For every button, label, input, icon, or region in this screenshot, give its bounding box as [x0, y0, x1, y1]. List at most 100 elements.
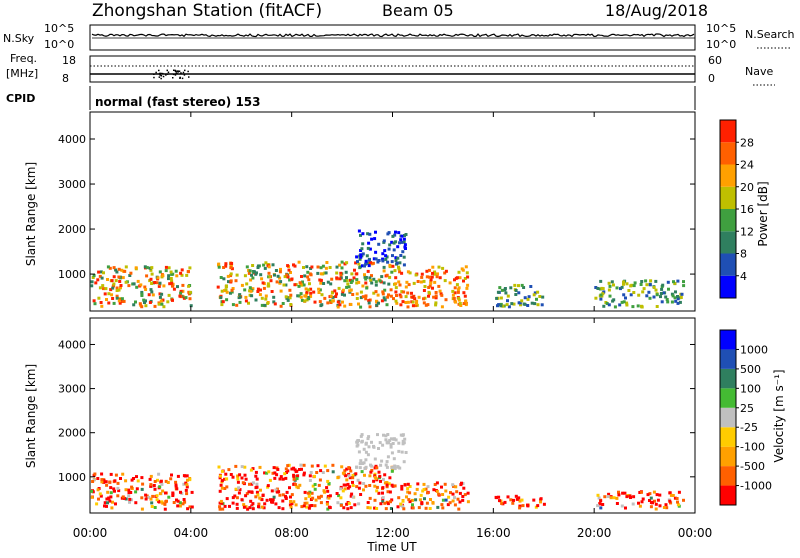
echo-cell [107, 496, 111, 500]
echo-cell [331, 295, 335, 299]
echo-cell [99, 270, 103, 274]
echo-cell [237, 486, 241, 490]
echo-cell [251, 264, 255, 267]
echo-cell [619, 287, 622, 291]
echo-cell [354, 261, 358, 265]
echo-cell [433, 483, 437, 486]
echo-cell [164, 269, 168, 273]
echo-cell [394, 282, 398, 286]
echo-cell [411, 295, 415, 299]
echo-cell [328, 299, 332, 303]
echo-cell [276, 274, 280, 278]
echo-cell [405, 280, 409, 284]
echo-cell [367, 445, 371, 449]
echo-cell [299, 292, 303, 296]
nave-label: Nave [745, 65, 773, 78]
echo-cell [620, 285, 624, 289]
echo-cell [431, 265, 435, 269]
echo-cell [649, 279, 653, 283]
echo-cell [284, 494, 287, 498]
echo-cell [110, 293, 114, 297]
echo-cell [384, 481, 388, 485]
echo-cell [659, 292, 663, 295]
echo-cell [143, 265, 147, 269]
echo-cell [382, 296, 386, 300]
echo-cell [248, 269, 252, 273]
echo-cell [410, 498, 414, 502]
echo-cell [339, 273, 343, 277]
echo-cell [676, 500, 679, 504]
colorbar-tick-label: 500 [740, 363, 761, 376]
echo-cell [637, 293, 641, 297]
nsearch-tick-bottom: 10^0 [706, 38, 736, 51]
echo-cell [451, 483, 455, 487]
echo-cell [134, 300, 137, 304]
echo-cell [373, 506, 377, 510]
colorbar-segment [720, 427, 736, 447]
echo-cell [403, 243, 407, 247]
echo-cell [622, 293, 626, 297]
colorbar-tick-label: 16 [740, 203, 754, 216]
echo-cell [347, 285, 351, 289]
echo-cell [370, 468, 374, 472]
beam-label: Beam 05 [382, 1, 454, 20]
echo-cell [303, 274, 307, 278]
echo-cell [282, 283, 286, 287]
nave-dip-point [173, 69, 175, 71]
echo-cell [247, 490, 251, 494]
echo-cell [381, 252, 385, 256]
echo-cell [674, 299, 678, 303]
echo-cell [662, 506, 666, 509]
echo-cell [347, 501, 351, 505]
echo-cell [440, 293, 444, 297]
echo-cell [186, 270, 190, 274]
echo-cell [221, 300, 225, 304]
echo-cell [656, 498, 660, 502]
echo-cell [399, 295, 403, 299]
echo-cell [388, 275, 392, 279]
echo-cell [408, 491, 412, 495]
echo-cell [274, 269, 278, 272]
echo-cell [309, 291, 313, 295]
echo-cell [399, 238, 403, 242]
echo-cell [167, 277, 170, 281]
nave-dip-point [176, 70, 178, 72]
echo-cell [289, 293, 293, 297]
echo-cell [662, 291, 666, 295]
echo-cell [288, 296, 292, 300]
echo-cell [231, 496, 235, 500]
echo-cell [338, 263, 342, 267]
echo-cell [517, 291, 521, 295]
echo-cell [440, 305, 444, 309]
echo-cell [267, 271, 271, 275]
echo-cell [260, 277, 264, 281]
echo-cell [647, 290, 651, 294]
echo-cell [388, 263, 392, 267]
echo-cell [523, 296, 527, 300]
echo-cell [404, 285, 408, 289]
echo-cell [645, 294, 649, 298]
echo-cell [283, 472, 287, 476]
x-axis-label: Time UT [366, 540, 417, 554]
nave-dip-point [184, 69, 186, 72]
echo-cell [264, 297, 268, 301]
echo-cell [386, 502, 390, 506]
echo-cell [302, 266, 305, 269]
echo-cell [348, 289, 352, 293]
echo-cell [632, 495, 636, 499]
echo-cell [420, 272, 424, 276]
echo-cell [329, 294, 333, 298]
echo-cell [424, 303, 428, 307]
echo-cell [359, 253, 363, 257]
echo-cell [366, 246, 370, 250]
echo-cell [612, 298, 616, 302]
echo-cell [307, 278, 311, 282]
echo-cell [402, 460, 406, 464]
echo-cell [164, 491, 167, 495]
echo-cell [385, 273, 389, 277]
echo-cell [652, 295, 656, 299]
echo-cell [402, 507, 406, 511]
echo-cell [255, 490, 259, 494]
echo-cell [431, 501, 435, 504]
echo-cell [374, 230, 377, 234]
